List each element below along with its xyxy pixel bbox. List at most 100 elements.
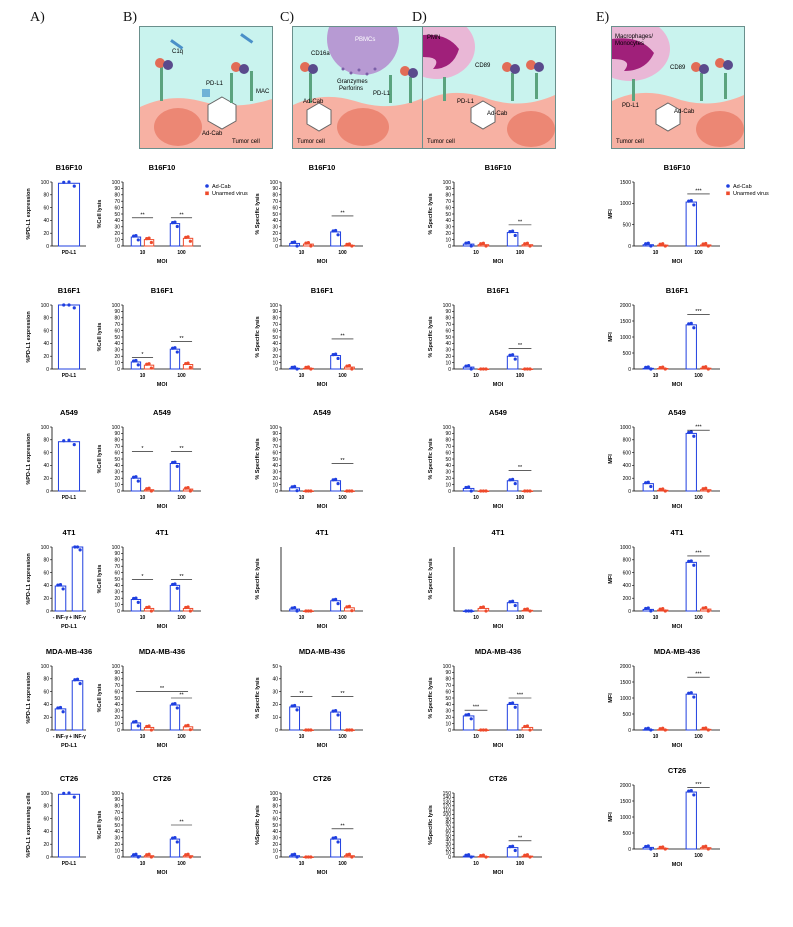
y-tick-label: 0: [46, 609, 49, 615]
x-tick-label: 10: [299, 250, 305, 256]
y-tick-label: 90: [114, 186, 120, 192]
x-tick-label: 100: [338, 861, 347, 867]
bar-ad-cab: [685, 791, 697, 850]
data-point: [290, 853, 294, 857]
data-point: [331, 598, 335, 602]
data-point: [508, 353, 512, 357]
data-point: [511, 477, 515, 481]
y-axis-label: % Specific lysis: [428, 438, 434, 479]
y-tick-label: 80: [445, 316, 451, 322]
axes: [453, 547, 542, 612]
chart-mda-mb-436-c: MDA-MB-436 % Specific lysis 0 10 20 30 40 50 10 1…: [245, 644, 405, 767]
y-tick-label: 100: [443, 812, 452, 818]
y-tick-label: 20: [272, 702, 278, 708]
y-tick-label: 100: [443, 180, 452, 186]
y-tick-label: 150: [443, 791, 452, 797]
data-point: [304, 855, 308, 859]
axes: [633, 547, 720, 612]
data-point: [61, 587, 65, 591]
schematic-c-label-pdl1: PD-L1: [373, 91, 391, 97]
chart-ct26-a: CT26 %PD-L1 expressing cells 0 20 40 60 80 100 P…: [22, 771, 92, 894]
data-point: [304, 241, 308, 245]
y-tick-label: 70: [114, 683, 120, 689]
chart-svg: B16F10 %PD-L1 expression 0 20 40 60 80 100 PD-L1: [26, 163, 86, 256]
schematic-d-label-pdl1: PD-L1: [457, 99, 475, 105]
chart-title: B16F1: [58, 286, 81, 295]
y-tick-label: 10: [114, 602, 120, 608]
schematic-e-label-adcab: Ad-Cab: [674, 109, 695, 115]
y-tick-label: 10: [114, 721, 120, 727]
significance-label: **: [179, 212, 184, 218]
y-tick-label: 0: [46, 244, 49, 250]
data-point: [513, 603, 517, 608]
x-axis-label: MOI: [672, 259, 683, 265]
data-point: [644, 844, 648, 849]
x-axis-label: MOI: [493, 504, 504, 510]
schematic-c-label-tumor: Tumor cell: [297, 139, 325, 145]
data-point: [469, 717, 473, 721]
chart-title: 4T1: [492, 528, 505, 537]
y-axis-label: % Specific lysis: [255, 558, 261, 599]
significance-label: **: [160, 686, 165, 692]
y-axis-label: % Specific lysis: [428, 558, 434, 599]
y-tick-label: 40: [43, 829, 49, 835]
data-point: [186, 852, 190, 856]
y-tick-label: 120: [443, 804, 452, 810]
y-tick-label: 20: [114, 596, 120, 602]
y-axis-label: % Specific lysis: [255, 193, 261, 234]
data-point: [687, 559, 691, 563]
x-tick-label: 100: [516, 373, 525, 379]
y-tick-label: 200: [623, 476, 632, 482]
data-point: [336, 602, 340, 606]
data-point: [334, 709, 338, 713]
data-point: [525, 241, 529, 245]
data-point: [484, 855, 488, 859]
axes: [122, 427, 201, 492]
y-tick-label: 0: [275, 489, 278, 495]
y-tick-label: 40: [272, 463, 278, 469]
y-tick-label: 20: [272, 842, 278, 848]
data-point: [649, 484, 653, 489]
y-tick-label: 60: [43, 689, 49, 695]
data-point: [528, 367, 532, 371]
x-axis-label: PD-L1: [61, 743, 77, 749]
data-point: [689, 559, 693, 563]
schematic-d-label-pmn: PMN: [427, 35, 440, 41]
y-tick-label: 10: [114, 360, 120, 366]
y-axis-label: %Specific lysis: [255, 805, 261, 845]
x-tick-label: 100: [694, 373, 703, 379]
y-tick-label: 60: [272, 205, 278, 211]
data-point: [704, 486, 708, 490]
chart-4t1-b: 4T1 %Cell lysis 0 10 20 30 40 50 60 70 80 90 100 10 10…: [95, 525, 245, 648]
x-tick-label: 10: [140, 861, 146, 867]
x-tick-label: PD-L1: [62, 373, 77, 379]
y-tick-label: 30: [272, 225, 278, 231]
data-point: [649, 728, 653, 732]
y-tick-label: 400: [623, 583, 632, 589]
x-tick-label: 10: [653, 250, 659, 256]
y-tick-label: 20: [272, 476, 278, 482]
y-axis-label: MFI: [608, 332, 614, 342]
y-tick-label: 500: [623, 831, 632, 837]
y-tick-label: 100: [41, 545, 50, 551]
y-tick-label: 40: [114, 218, 120, 224]
chart-title: 4T1: [156, 528, 169, 537]
y-tick-label: 100: [443, 664, 452, 670]
data-point: [175, 706, 179, 710]
y-tick-label: 40: [114, 463, 120, 469]
y-tick-label: 30: [445, 842, 451, 848]
y-tick-label: 20: [445, 715, 451, 721]
data-point: [147, 852, 151, 856]
data-point: [61, 710, 65, 714]
data-point: [508, 701, 512, 706]
x-tick-label: 10: [473, 250, 479, 256]
bar-ad-cab: [685, 432, 697, 492]
chart-svg: B16F1 MFI 0 500 1000 1500 2000 10 100 MOI ***: [608, 286, 720, 388]
y-axis-label: MFI: [608, 574, 614, 584]
y-tick-label: 1000: [620, 335, 631, 341]
bar-ad-cab: [130, 236, 142, 247]
y-axis-label: % Specific lysis: [255, 316, 261, 357]
y-tick-label: 50: [445, 457, 451, 463]
data-point: [334, 477, 338, 481]
